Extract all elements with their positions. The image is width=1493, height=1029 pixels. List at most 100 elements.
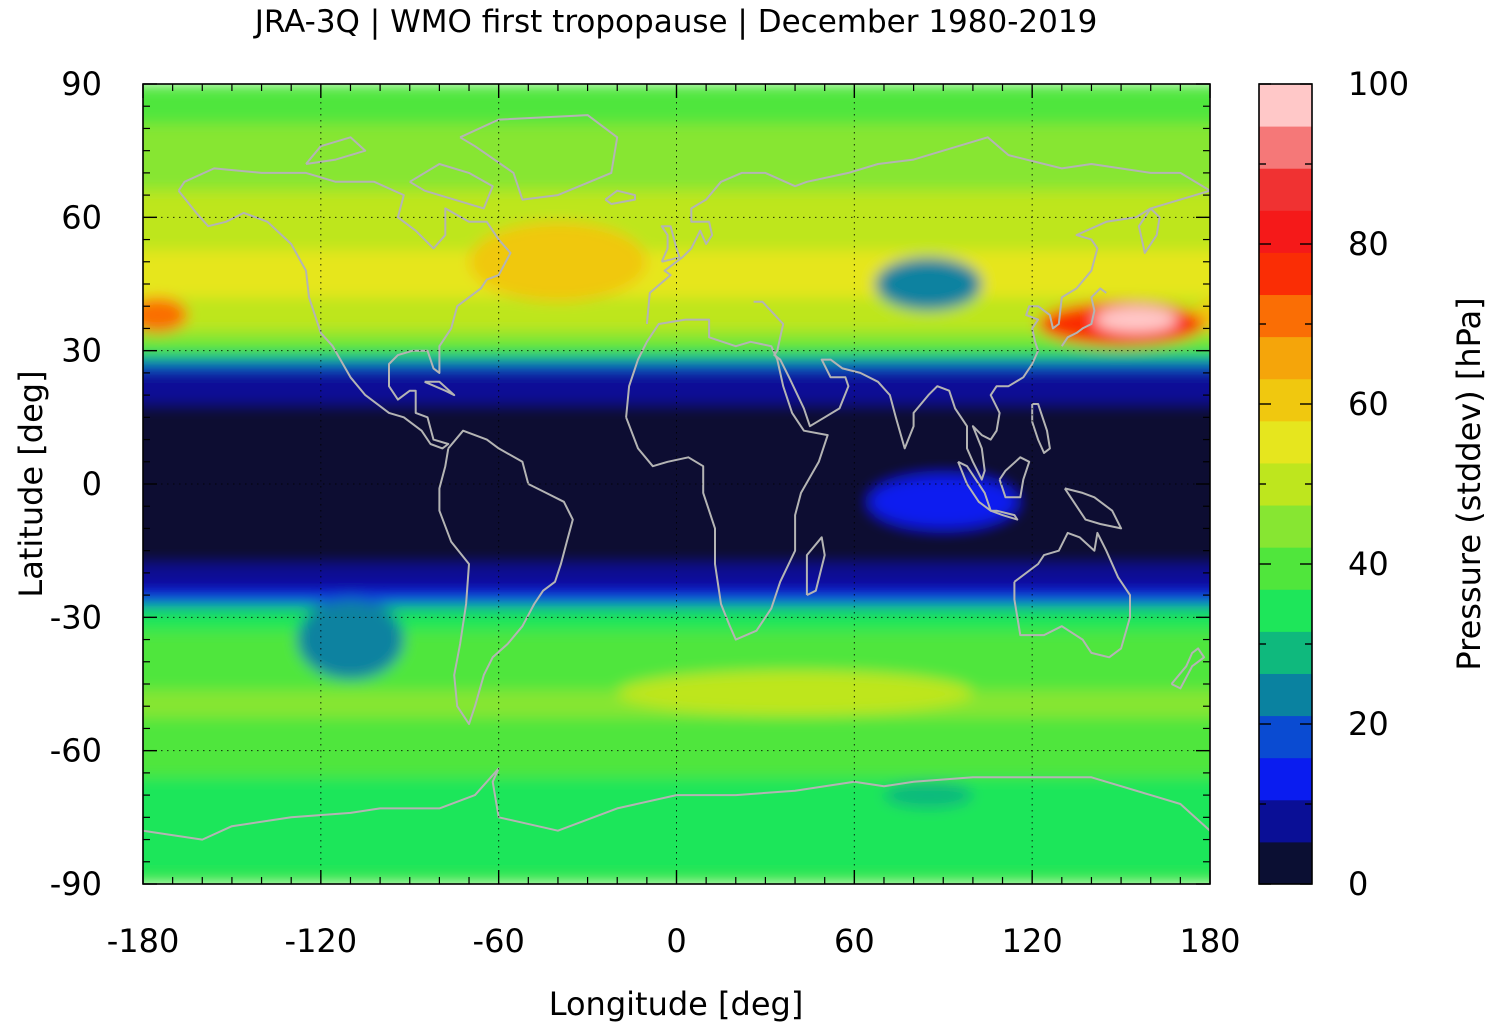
colorbar-tick-label: 20 [1348,705,1389,743]
heatmap-band [143,304,1210,312]
heatmap-band [143,484,1210,492]
heatmap-band [143,730,1210,739]
coastline [409,163,494,210]
colorbar-bin [1259,505,1312,548]
coastline [438,429,574,725]
grid-lines [143,84,1210,884]
coastline [625,318,829,641]
heatmap-band [143,857,1210,865]
axis-minor-ticks [143,84,1210,884]
heatmap-anomaly [883,781,973,809]
heatmap-band [143,184,1210,192]
heatmap-band [143,737,1210,745]
x-tick-labels: -180 -120 -60 0 60 120 180 [107,922,1241,960]
heatmap-band [143,164,1210,172]
heatmap-band [143,157,1210,165]
colorbar-bin [1259,631,1312,674]
y-tick-label: -30 [50,598,102,636]
coastline [660,225,681,263]
heatmap-band [143,850,1210,859]
heatmap-band [143,224,1210,232]
coastline [177,167,512,450]
x-axis-label: Longitude [deg] [549,985,804,1023]
colorbar-bins [1259,84,1312,885]
heatmap-band [143,97,1210,105]
heatmap-band [143,797,1210,805]
x-tick-label: -120 [285,922,358,960]
heatmap-band [143,384,1210,392]
heatmap-anomaly [875,257,982,311]
heatmap-band [143,604,1210,612]
colorbar-bin [1259,715,1312,759]
colorbar-bin [1259,420,1312,464]
heatmap-band [143,844,1210,852]
heatmap-band [143,284,1210,292]
heatmap-band [143,144,1210,152]
heatmap-band [143,104,1210,112]
heatmap-band [143,430,1210,439]
y-tick-label: -60 [50,732,102,770]
colorbar-bin [1259,757,1312,801]
coastline [998,456,1031,499]
colorbar-tick-label: 60 [1348,385,1389,423]
heatmap-band [143,370,1210,379]
coastline [1031,403,1051,454]
heatmap-band [143,504,1210,512]
heatmap-band [143,150,1210,159]
heatmap-band [143,130,1210,139]
heatmap-band [143,584,1210,592]
colorbar-bin [1259,210,1312,253]
y-axis-label: Latitude [deg] [12,370,50,597]
heatmap-band [143,824,1210,832]
heatmap-band [143,310,1210,319]
colorbar-bin [1259,84,1312,127]
y-tick-label: 30 [61,332,102,370]
heatmap-anomaly [1195,299,1210,331]
colorbar-ticks [1259,83,1312,885]
colorbar-bin [1259,841,1312,885]
heatmap-smooth-layer [143,84,1210,884]
heatmap-band [143,644,1210,652]
heatmap-band [143,124,1210,132]
coastline [1013,531,1131,659]
heatmap-band [143,337,1210,345]
heatmap-band [143,864,1210,872]
x-tick-label: 180 [1179,922,1240,960]
heatmap-band [143,744,1210,752]
chart-title: JRA-3Q | WMO first tropopause | December… [253,4,1098,40]
heatmap-band [143,210,1210,219]
colorbar-label: Pressure (stddev) [hPa] [1450,297,1488,670]
heatmap-band [143,784,1210,792]
colorbar-bin [1259,336,1312,380]
y-tick-label: 90 [61,65,102,103]
heatmap-band [143,397,1210,405]
colorbar-tick-labels: 0 20 40 60 80 100 [1348,65,1409,903]
heatmap-band [143,137,1210,145]
colorbar-tick-label: 100 [1348,65,1409,103]
colorbar-tick-label: 0 [1348,865,1368,903]
heatmap-band [143,637,1210,645]
colorbar-bin [1259,252,1312,296]
coastline [604,189,636,205]
heatmap-band [143,364,1210,372]
heatmap-band [143,377,1210,385]
heatmap-band [143,757,1210,765]
colorbar: 0 20 40 60 80 100 Pressure (stddev) [hPa] [1258,65,1488,903]
heatmap-anomaly [1094,306,1178,333]
heatmap-band [143,664,1210,672]
heatmap-band [143,750,1210,759]
heatmap-band [143,624,1210,632]
colorbar-bin [1259,378,1312,422]
heatmap-band [143,344,1210,352]
heatmap-anomaly [869,475,1018,529]
colorbar-bin [1259,589,1312,632]
x-tick-label: -180 [107,922,180,960]
coastline [1060,287,1107,347]
heatmap-band [143,524,1210,532]
coastline [805,536,826,596]
colorbar-bin [1259,799,1312,843]
heatmap-band [143,197,1210,205]
heatmap-band [143,190,1210,199]
heatmap-band [143,270,1210,279]
